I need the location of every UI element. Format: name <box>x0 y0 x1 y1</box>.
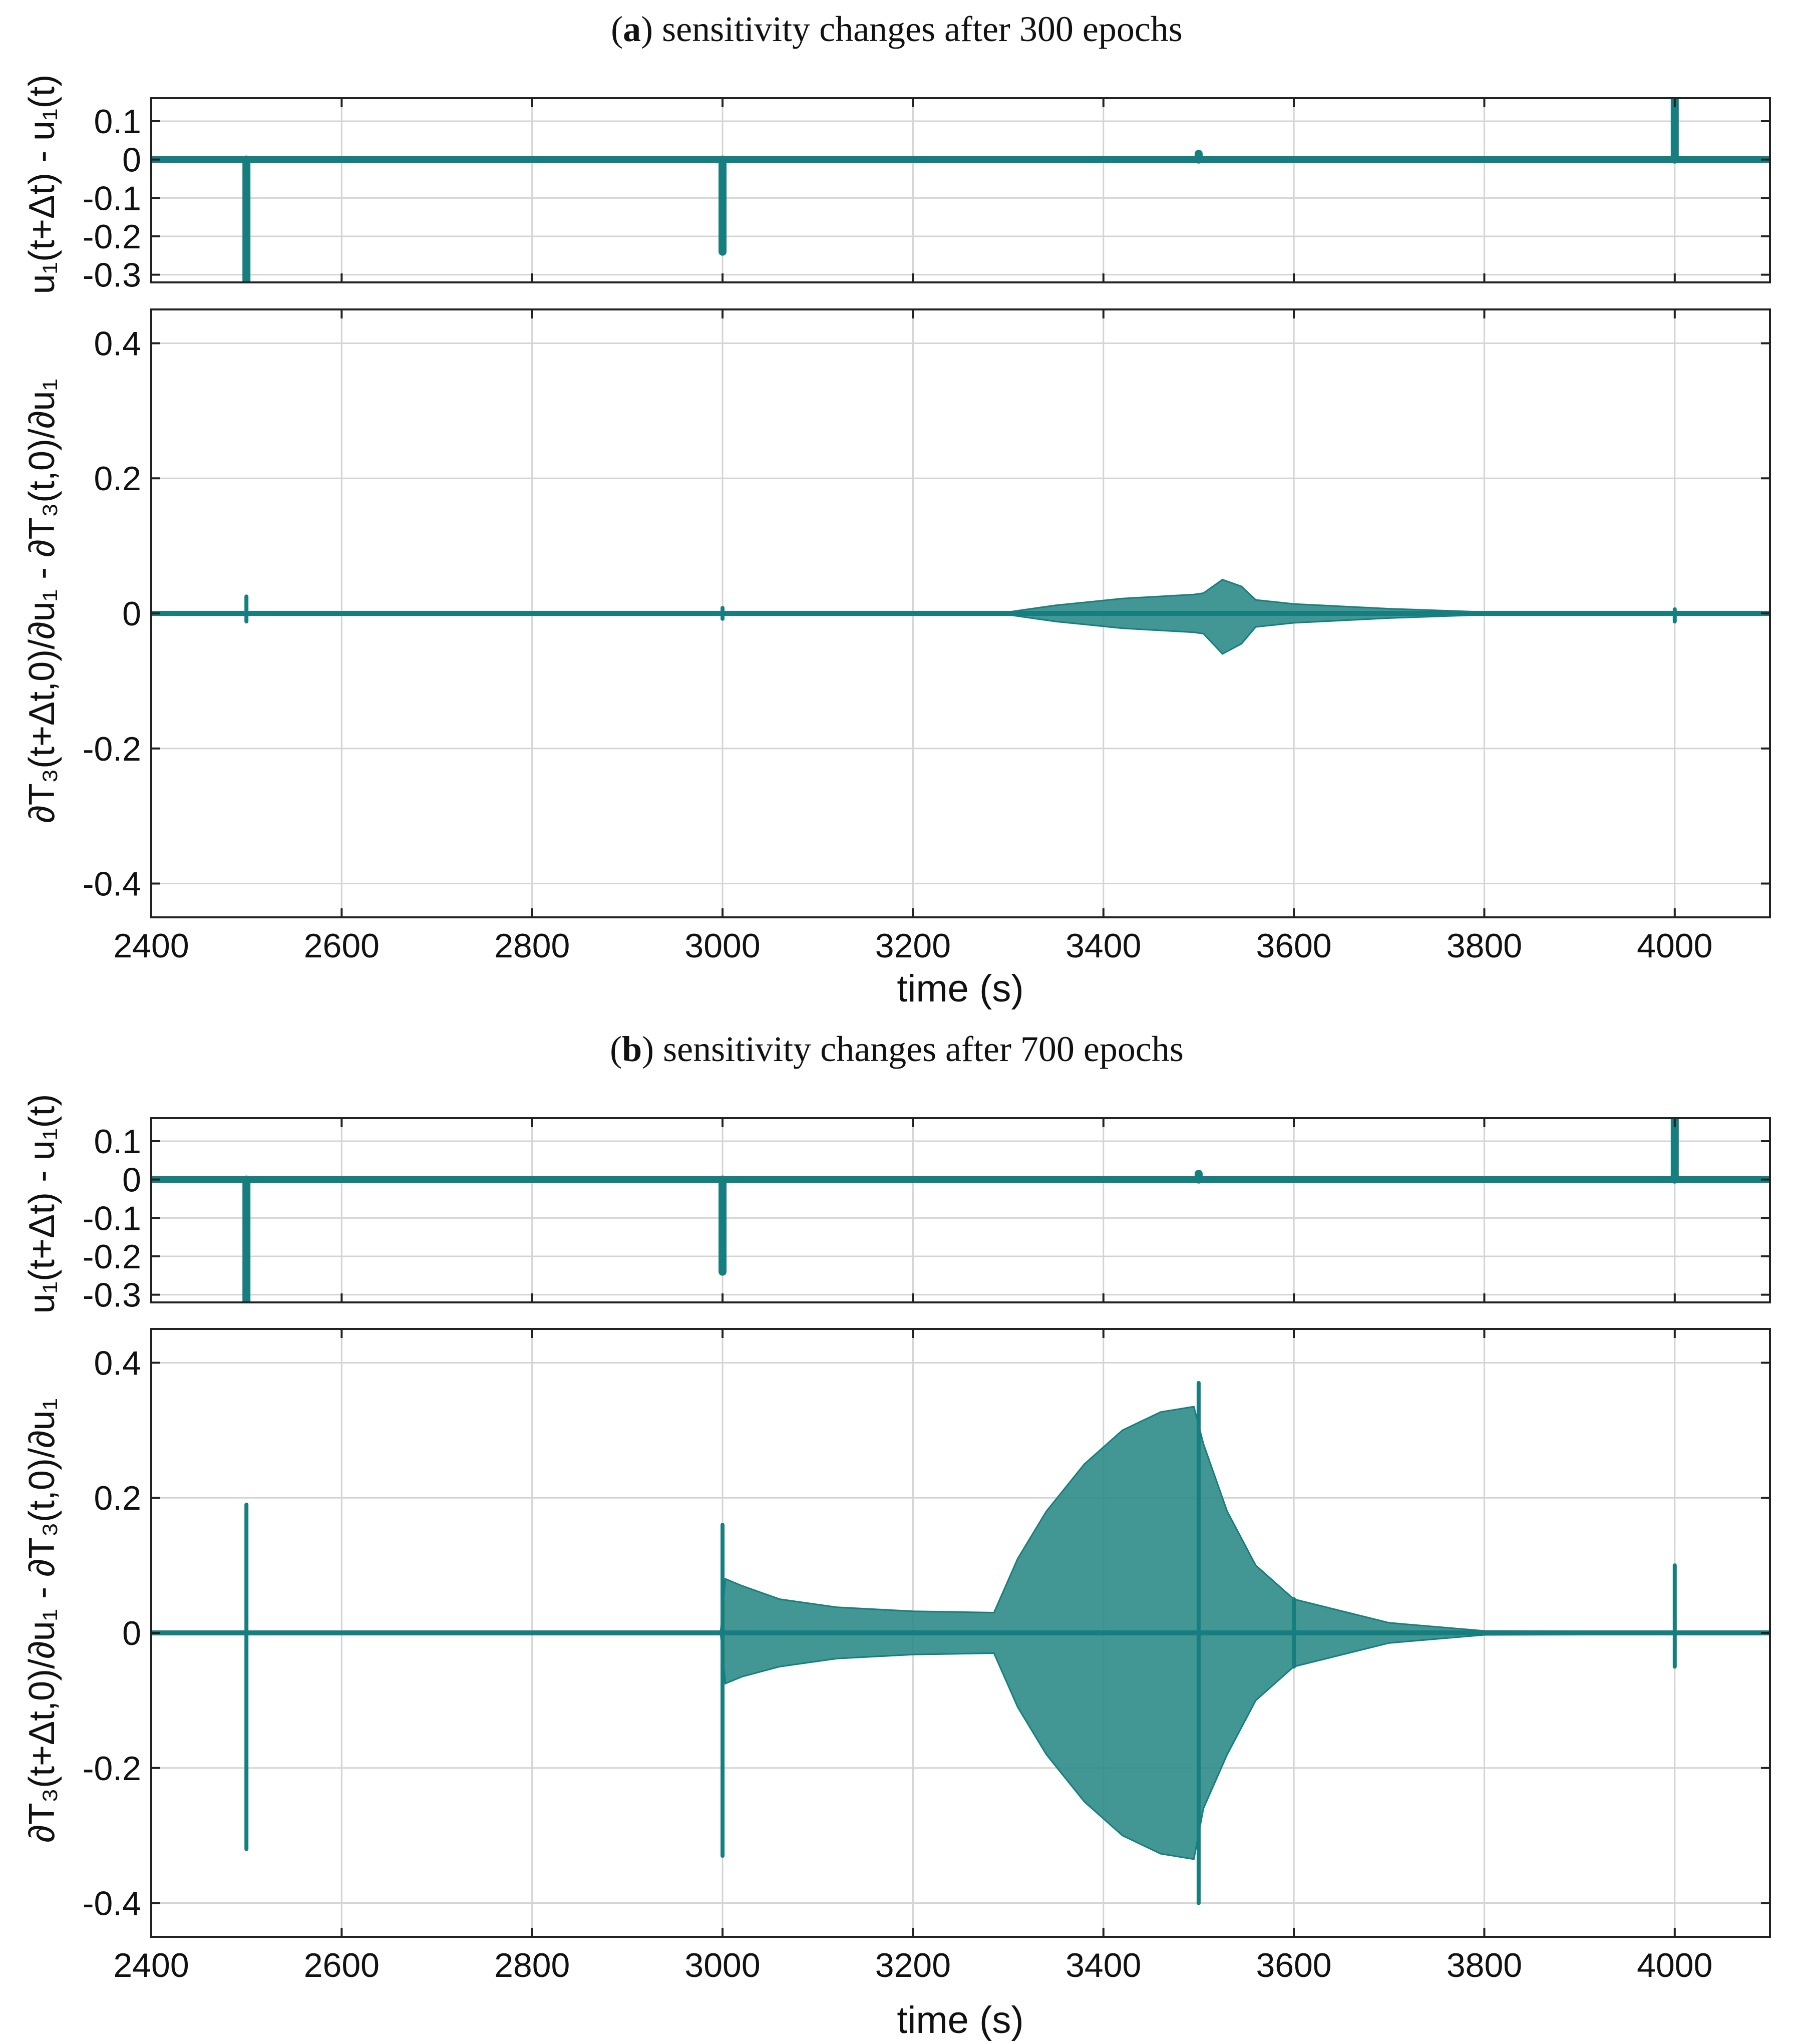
x-tick-label: 2400 <box>113 1946 189 1984</box>
x-tick-label: 2400 <box>113 927 189 965</box>
x-tick-label: 4000 <box>1637 927 1712 965</box>
panel-b-ylabel-bottom: ∂T₃(t+Δt,0)/∂u₁ - ∂T₃(t,0)/∂u₁ <box>22 1398 62 1843</box>
y-tick-label: -0.2 <box>83 730 141 768</box>
y-tick-label: 0.1 <box>94 103 141 141</box>
y-tick-label: 0.2 <box>94 460 141 498</box>
panel-a-top-axes: 0.10-0.1-0.2-0.3 <box>83 97 1771 294</box>
panel-b-top-axes: 0.10-0.1-0.2-0.3 <box>83 1117 1771 1314</box>
x-tick-label: 2600 <box>304 1946 380 1984</box>
y-tick-label: 0.4 <box>94 324 141 363</box>
panel-b-ylabel-top: u₁(t+Δt) - u₁(t) <box>22 1094 62 1314</box>
y-tick-label: 0.4 <box>94 1344 141 1382</box>
x-tick-label: 3400 <box>1065 927 1141 965</box>
y-tick-label: -0.2 <box>83 1238 141 1276</box>
x-tick-label: 3200 <box>875 927 951 965</box>
x-tick-label: 3200 <box>875 1946 951 1984</box>
y-tick-label: 0.1 <box>94 1123 141 1161</box>
y-tick-label: -0.3 <box>83 256 141 294</box>
x-tick-label: 3400 <box>1065 1946 1141 1984</box>
panel-a-bottom-axes: 0.4 0.2 0 -0.2 -0.4 2400 2600 2800 3000 3200 3400 3… <box>83 308 1771 965</box>
y-tick-label: -0.2 <box>83 218 141 256</box>
y-tick-label: -0.1 <box>83 1199 141 1237</box>
plot-frame <box>150 1117 1771 1303</box>
series-group <box>151 578 1770 655</box>
y-tick-label: 0.2 <box>94 1479 141 1517</box>
y-tick-label: 0 <box>122 141 141 179</box>
x-tick-label: 3000 <box>684 1946 760 1984</box>
y-tick-label: -0.1 <box>83 179 141 217</box>
y-tick-label: -0.2 <box>83 1750 141 1788</box>
y-tick-label: 0 <box>122 1614 141 1652</box>
x-tick-label: 2800 <box>494 927 570 965</box>
y-tick-label: 0 <box>122 595 141 633</box>
y-tick-label: -0.4 <box>83 865 141 903</box>
y-tick-label: -0.3 <box>83 1276 141 1314</box>
panel-a-xlabel: time (s) <box>897 967 1023 1010</box>
plot-frame <box>150 97 1771 283</box>
y-tick-label: -0.4 <box>83 1885 141 1923</box>
panel-b-bottom-axes: 0.4 0.2 0 -0.2 -0.4 2400 2600 2800 3000 3200 3400 3… <box>83 1328 1771 1984</box>
x-tick-label: 3800 <box>1447 927 1522 965</box>
x-tick-label: 3600 <box>1256 927 1331 965</box>
y-tick-label: 0 <box>122 1161 141 1199</box>
panel-a-ylabel-bottom: ∂T₃(t+Δt,0)/∂u₁ - ∂T₃(t,0)/∂u₁ <box>22 379 62 823</box>
series-envelope <box>151 578 1770 655</box>
x-tick-label: 2600 <box>304 927 380 965</box>
panel-b-title: (b) sensitivity changes after 700 epochs <box>610 1029 1184 1069</box>
series-group <box>151 98 1770 282</box>
x-tick-label: 2800 <box>494 1946 570 1984</box>
series-group <box>151 1118 1770 1302</box>
x-tick-label: 4000 <box>1637 1946 1712 1984</box>
x-tick-label: 3800 <box>1447 1946 1522 1984</box>
panel-a-ylabel-top: u₁(t+Δt) - u₁(t) <box>22 75 62 294</box>
x-tick-label: 3600 <box>1256 1946 1331 1984</box>
series-group <box>151 1381 1770 1905</box>
panel-a-title: (a) sensitivity changes after 300 epochs <box>611 9 1183 49</box>
panel-b-xlabel: time (s) <box>897 1999 1023 2041</box>
x-tick-label: 3000 <box>684 927 760 965</box>
